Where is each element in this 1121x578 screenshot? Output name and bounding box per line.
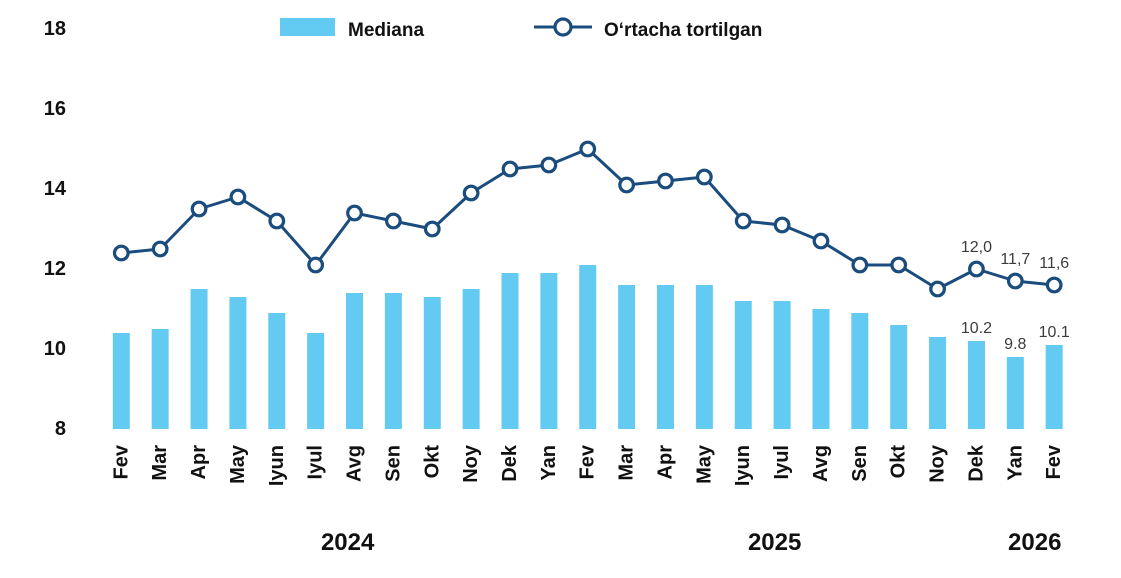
y-axis-tick-18: 18 xyxy=(44,18,66,40)
x-axis-month-label-16: Iyun xyxy=(732,445,754,486)
bar-0-Fev xyxy=(112,333,130,429)
y-axis-tick-12: 12 xyxy=(44,258,66,280)
x-axis-month-label-15: May xyxy=(693,444,715,484)
x-axis-month-label-1: Mar xyxy=(149,445,171,481)
x-axis-month-label-13: Mar xyxy=(616,445,638,481)
bar-16-Iyun xyxy=(734,301,752,429)
y-axis-tick-16: 16 xyxy=(44,98,66,120)
x-axis-month-label-19: Sen xyxy=(849,445,871,482)
bar-12-Fev xyxy=(579,265,597,429)
marker-9-Noy xyxy=(462,184,480,202)
marker-7-Sen xyxy=(384,212,402,230)
marker-19-Sen xyxy=(851,256,869,274)
bar-7-Sen xyxy=(384,293,402,429)
marker-23-Yan xyxy=(1006,272,1024,290)
legend-bar-swatch xyxy=(280,18,335,36)
bar-15-May xyxy=(695,285,713,429)
marker-1-Mar xyxy=(151,240,169,258)
bar-21-Noy xyxy=(929,337,947,429)
x-axis-month-label-23: Yan xyxy=(1004,445,1026,481)
y-axis-tick-10: 10 xyxy=(44,338,66,360)
bar-20-Okt xyxy=(890,325,908,429)
bar-data-label-24: 10.1 xyxy=(1039,324,1070,341)
marker-6-Avg xyxy=(346,204,363,222)
marker-20-Okt xyxy=(890,256,908,274)
x-axis-month-label-12: Fev xyxy=(577,444,599,479)
legend-line-label: Oʻrtacha tortilgan xyxy=(604,20,762,41)
x-axis-month-label-17: Iyul xyxy=(771,445,793,479)
x-axis-month-label-10: Dek xyxy=(499,444,521,482)
marker-2-Apr xyxy=(190,200,208,218)
x-axis-month-label-24: Fev xyxy=(1043,444,1065,479)
x-axis-month-label-2: Apr xyxy=(188,445,210,480)
x-axis-year-label-2026: 2026 xyxy=(1008,529,1061,556)
marker-12-Fev xyxy=(579,140,597,158)
bar-9-Noy xyxy=(462,289,480,429)
x-axis-month-label-6: Avg xyxy=(344,445,366,482)
y-axis-tick-14: 14 xyxy=(44,178,67,200)
bar-17-Iyul xyxy=(773,301,791,429)
bar-2-Apr xyxy=(190,289,208,429)
bar-22-Dek xyxy=(967,341,985,429)
bar-5-Iyul xyxy=(307,333,325,429)
bar-13-Mar xyxy=(618,285,636,429)
x-axis-month-label-5: Iyul xyxy=(305,445,327,479)
bar-data-label-23: 9.8 xyxy=(1004,336,1026,353)
line-data-label-22: 12,0 xyxy=(961,239,992,256)
marker-22-Dek xyxy=(968,260,985,278)
bar-8-Okt xyxy=(423,297,441,429)
marker-14-Apr xyxy=(657,172,674,190)
chart-legend: Mediana Oʻrtacha tortilgan xyxy=(280,17,762,41)
bar-24-Fev xyxy=(1045,345,1063,429)
marker-5-Iyul xyxy=(307,256,325,274)
marker-8-Okt xyxy=(423,220,441,238)
bar-19-Sen xyxy=(851,313,869,429)
x-axis-month-label-0: Fev xyxy=(110,444,132,479)
x-axis-month-label-20: Okt xyxy=(888,445,910,479)
marker-16-Iyun xyxy=(734,212,752,230)
bar-1-Mar xyxy=(151,329,169,429)
x-axis-month-label-14: Apr xyxy=(654,445,676,480)
y-axis-tick-8: 8 xyxy=(55,418,66,440)
marker-13-Mar xyxy=(618,176,636,194)
bar-4-Iyun xyxy=(268,313,286,429)
marker-10-Dek xyxy=(501,160,519,178)
x-axis-month-label-7: Sen xyxy=(382,445,404,482)
marker-24-Fev xyxy=(1045,276,1063,294)
marker-17-Iyul xyxy=(773,216,791,234)
x-axis-month-label-8: Okt xyxy=(421,445,443,479)
bar-3-May xyxy=(229,297,247,429)
legend-line-marker-icon xyxy=(553,17,573,37)
marker-11-Yan xyxy=(540,156,558,174)
x-axis-year-label-2025: 2025 xyxy=(748,529,801,556)
x-axis-month-label-22: Dek xyxy=(965,444,987,482)
bar-11-Yan xyxy=(540,273,558,429)
bar-data-label-22: 10.2 xyxy=(961,320,992,337)
bar-10-Dek xyxy=(501,273,519,429)
bar-6-Avg xyxy=(346,293,364,429)
x-axis-year-label-2024: 2024 xyxy=(321,529,375,556)
bar-14-Apr xyxy=(656,285,674,429)
marker-0-Fev xyxy=(112,244,130,262)
x-axis-month-label-4: Iyun xyxy=(266,445,288,486)
marker-3-May xyxy=(229,188,247,206)
bar-23-Yan xyxy=(1006,357,1024,429)
plot-area: 8 10 12 14 16 18 Fev Mar Apr May Iyun Iyul Avg Sen Okt… xyxy=(44,18,1070,556)
marker-4-Iyun xyxy=(268,212,286,230)
legend-bar-label: Mediana xyxy=(348,20,424,41)
marker-15-May xyxy=(695,168,713,186)
x-axis-month-label-21: Noy xyxy=(927,444,949,483)
x-axis-month-label-9: Noy xyxy=(460,444,482,483)
line-data-label-23: 11,7 xyxy=(1000,251,1030,268)
line-data-label-24: 11,6 xyxy=(1039,255,1069,272)
x-axis-month-label-11: Yan xyxy=(538,445,560,481)
marker-21-Noy xyxy=(929,280,946,298)
marker-18-Avg xyxy=(812,232,830,250)
x-axis-month-label-18: Avg xyxy=(810,445,832,482)
x-axis-month-label-3: May xyxy=(227,444,249,484)
bar-18-Avg xyxy=(812,309,830,429)
